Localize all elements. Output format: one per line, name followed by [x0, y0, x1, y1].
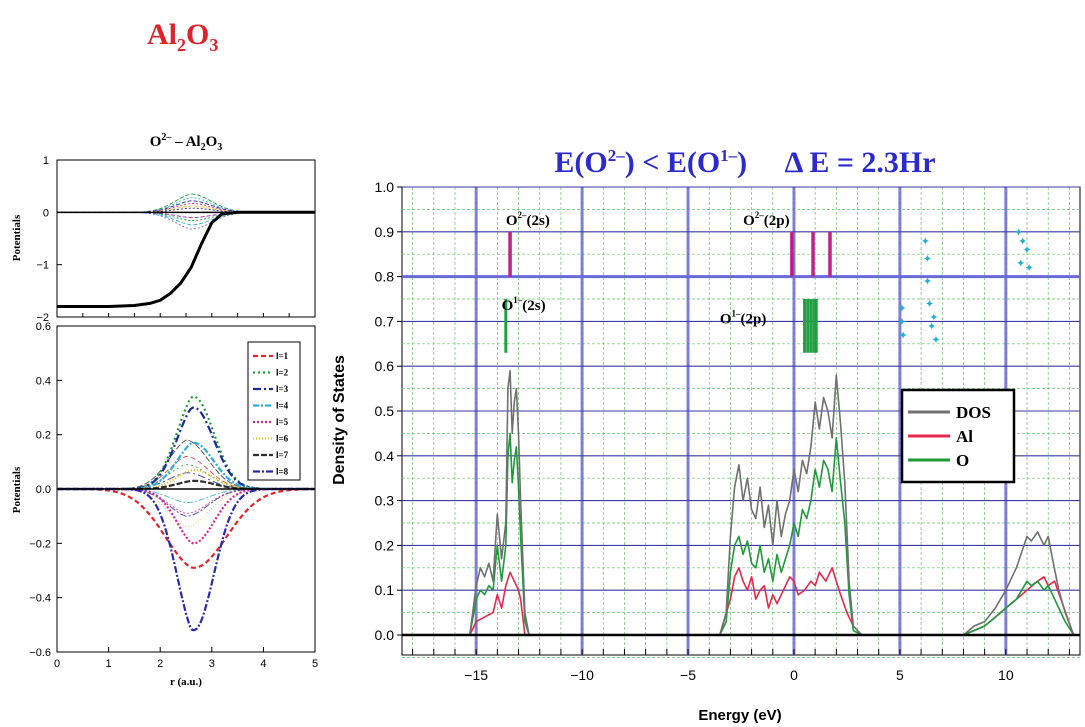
y-tick-label: −0.6: [29, 647, 51, 659]
potential-curve: [57, 207, 315, 213]
right-xlabel: Energy (eV): [698, 707, 781, 724]
x-tick-label: 5: [896, 667, 904, 683]
left-top-panel: O2– – Al2O3 Potentials 1 0 −1 −2: [11, 132, 316, 324]
cyan-level-marker: ✦: [923, 254, 932, 266]
potential-curve: [57, 193, 315, 213]
series-DOS: [469, 369, 1075, 636]
left-bottom-ylabel: Potentials: [11, 466, 23, 513]
y-tick-label: −1: [36, 260, 49, 272]
cyan-level-marker: ✦: [931, 334, 940, 346]
y-tick-label: 0.3: [375, 493, 395, 509]
potential-curve: [57, 211, 315, 226]
y-tick-label: 0.2: [36, 430, 51, 442]
legend-label: l=7: [276, 450, 289, 460]
legend-label: l=2: [276, 368, 289, 378]
title-subscript: 3: [209, 35, 219, 55]
series-l=1: [57, 487, 315, 569]
legend-label: DOS: [956, 403, 991, 422]
cyan-level-marker: ✦: [1018, 236, 1027, 248]
series-O: [469, 432, 1075, 636]
left-bottom-xlabel: r (a.u.): [170, 676, 202, 688]
right-legend: DOS Al O: [900, 388, 1016, 484]
potential-curve: [57, 488, 315, 504]
cyan-level-marker: ✦: [927, 321, 936, 333]
legend-label: O: [956, 451, 969, 470]
y-tick-label: 0.2: [375, 537, 395, 553]
level-annotation: O2–(2p): [743, 210, 790, 229]
title-subscript: 2: [177, 35, 186, 55]
y-tick-label: 0.9: [375, 224, 395, 240]
x-tick-label: 10: [998, 667, 1014, 683]
title-text: Al: [147, 18, 177, 51]
y-tick-label: −0.4: [29, 593, 51, 605]
legend-label: Al: [956, 427, 973, 446]
y-tick-label: 1.0: [375, 179, 395, 195]
cyan-level-marker: ✦: [897, 316, 906, 328]
y-tick-label: −2: [36, 312, 49, 324]
cyan-level-marker: ✦: [929, 312, 938, 324]
legend-label: l=6: [276, 434, 289, 444]
left-top-title: O2– – Al2O3: [150, 132, 223, 153]
legend-label: l=1: [276, 351, 289, 361]
y-tick-label: 0.6: [375, 358, 395, 374]
cyan-level-marker: ✦: [898, 330, 907, 342]
y-tick-label: 0.6: [36, 321, 51, 333]
level-annotation: O2–(2s): [506, 210, 550, 229]
y-tick-label: 0.8: [375, 269, 395, 285]
potential-curve: [57, 211, 315, 230]
x-tick-label: −15: [464, 667, 488, 683]
legend-frame: [247, 341, 301, 481]
x-tick-label: −10: [570, 667, 594, 683]
y-tick-label: 0.4: [36, 375, 51, 387]
thick-potential-curve: [57, 210, 315, 308]
series-l=7: [57, 479, 315, 491]
cyan-level-marker: ✦: [1014, 227, 1023, 239]
cyan-level-marker: ✦: [1022, 245, 1031, 257]
y-tick-label: 0.5: [375, 403, 395, 419]
level-annotation: O1–(2p): [720, 309, 767, 328]
cyan-level-marker: ✦: [921, 236, 930, 248]
x-tick-label: 0: [790, 667, 798, 683]
page-title: Al2O3: [147, 18, 218, 56]
y-tick-label: 0.0: [36, 484, 51, 496]
level-annotation: O1–(2s): [502, 295, 546, 314]
x-tick-label: 2: [157, 658, 163, 670]
y-tick-label: −0.2: [29, 538, 51, 550]
potential-curve: [57, 488, 315, 517]
potential-curve: [57, 488, 315, 515]
cyan-level-marker: ✦: [925, 298, 934, 310]
title-text: O: [186, 18, 210, 51]
y-tick-label: 1: [43, 155, 49, 167]
y-tick-label: 0.0: [375, 627, 395, 643]
x-tick-label: 0: [54, 658, 60, 670]
potential-curve: [57, 197, 315, 213]
left-bottom-legend: l=1 l=2 l=3 l=4 l=5 l=6 l=7 l=8: [247, 341, 301, 481]
cyan-level-marker: ✦: [897, 303, 906, 315]
cyan-level-marker: ✦: [1025, 263, 1034, 275]
y-tick-label: 0: [43, 207, 49, 219]
cyan-level-marker: ✦: [1016, 258, 1025, 270]
cyan-level-marker: ✦: [923, 276, 932, 288]
series-l=8: [57, 487, 315, 632]
x-tick-label: 1: [106, 658, 112, 670]
x-tick-label: 5: [312, 658, 318, 670]
legend-label: l=3: [276, 384, 289, 394]
y-tick-label: 0.1: [375, 582, 395, 598]
y-tick-label: 0.7: [375, 313, 395, 329]
potential-curve: [57, 488, 315, 528]
left-bottom-panel: Potentials r (a.u.) 0.6 0.4 0.2 0.0 −0.2 −0.4…: [11, 321, 318, 688]
y-tick-label: 0.4: [375, 448, 395, 464]
x-tick-label: 4: [260, 658, 266, 670]
x-tick-label: 3: [209, 658, 215, 670]
legend-label: l=4: [276, 401, 289, 411]
left-top-frame: [56, 159, 316, 318]
right-ylabel: Density of States: [331, 355, 348, 485]
x-tick-label: −5: [680, 667, 696, 683]
right-title: E(O2–) < E(O1–) Δ E = 2.3Hr: [554, 146, 935, 179]
left-top-ylabel: Potentials: [11, 214, 23, 261]
legend-label: l=5: [276, 417, 289, 427]
right-panel: E(O2–) < E(O1–) Δ E = 2.3Hr Density of S…: [331, 146, 1081, 724]
legend-label: l=8: [276, 467, 289, 477]
